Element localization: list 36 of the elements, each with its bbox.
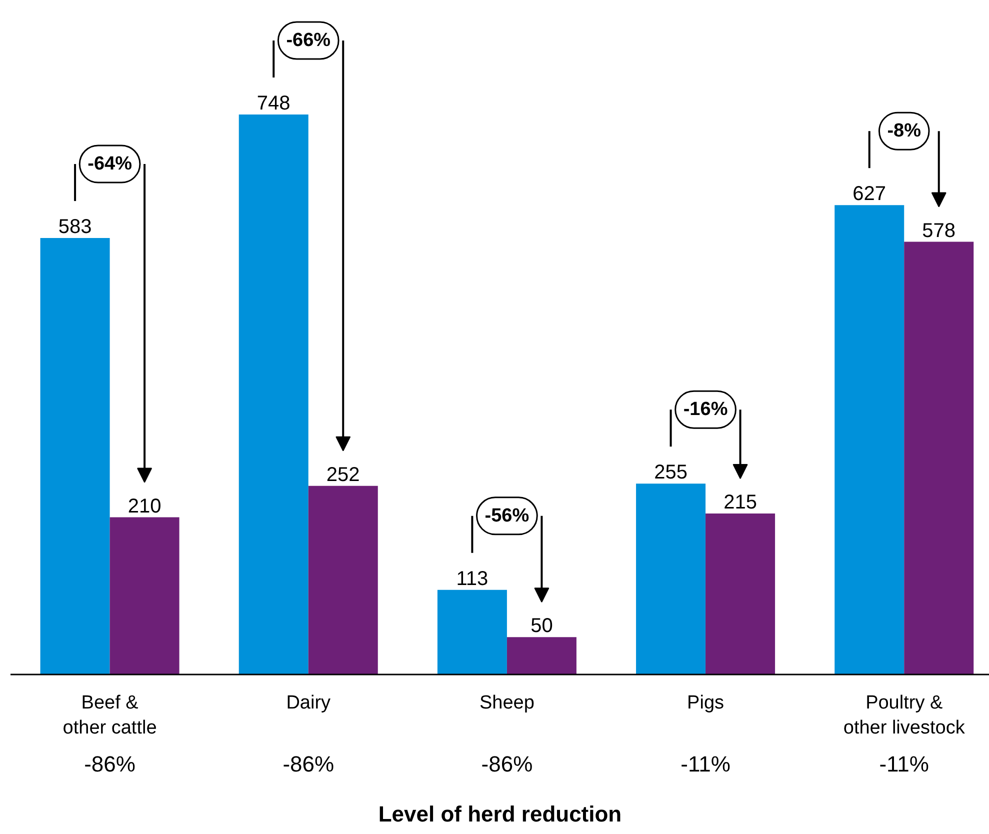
data-label: 252 — [326, 464, 360, 486]
data-label: 578 — [922, 220, 956, 242]
annotation: -64% — [88, 154, 132, 175]
bar — [437, 590, 507, 674]
bar — [834, 205, 904, 674]
x-tick-label: Beef & other cattle — [62, 692, 157, 739]
data-label: 583 — [58, 216, 92, 238]
text: -86% — [481, 752, 533, 776]
bar — [308, 486, 378, 674]
text: -66% — [286, 30, 331, 51]
annotation: -56% — [484, 505, 530, 526]
x-tick-label: Poultry & other livestock — [843, 692, 966, 739]
text: -86% — [282, 752, 334, 776]
data-label: 627 — [852, 183, 886, 206]
data-label: 210 — [128, 495, 162, 518]
bar — [706, 514, 776, 674]
x-tick-label: Dairy — [286, 692, 332, 714]
text: -11% — [680, 752, 730, 776]
text: -86% — [84, 752, 136, 776]
data-label: 748 — [256, 92, 290, 114]
bar — [110, 517, 180, 674]
data-label: 113 — [456, 568, 488, 590]
x-tick-label: Pigs — [687, 692, 724, 714]
data-label: 50 — [530, 615, 553, 638]
bar — [40, 238, 110, 674]
annotation: -8% — [887, 120, 922, 142]
annotation: -16% — [683, 399, 728, 420]
data-label: 215 — [724, 492, 757, 514]
text: -11% — [879, 752, 929, 776]
x-axis-title: Level of herd reduction — [378, 802, 622, 826]
data-label: 255 — [654, 462, 688, 484]
bar — [506, 637, 576, 674]
bar — [238, 114, 308, 674]
bar — [636, 484, 706, 674]
x-tick-label: Sheep — [479, 692, 534, 714]
bar — [904, 242, 974, 674]
